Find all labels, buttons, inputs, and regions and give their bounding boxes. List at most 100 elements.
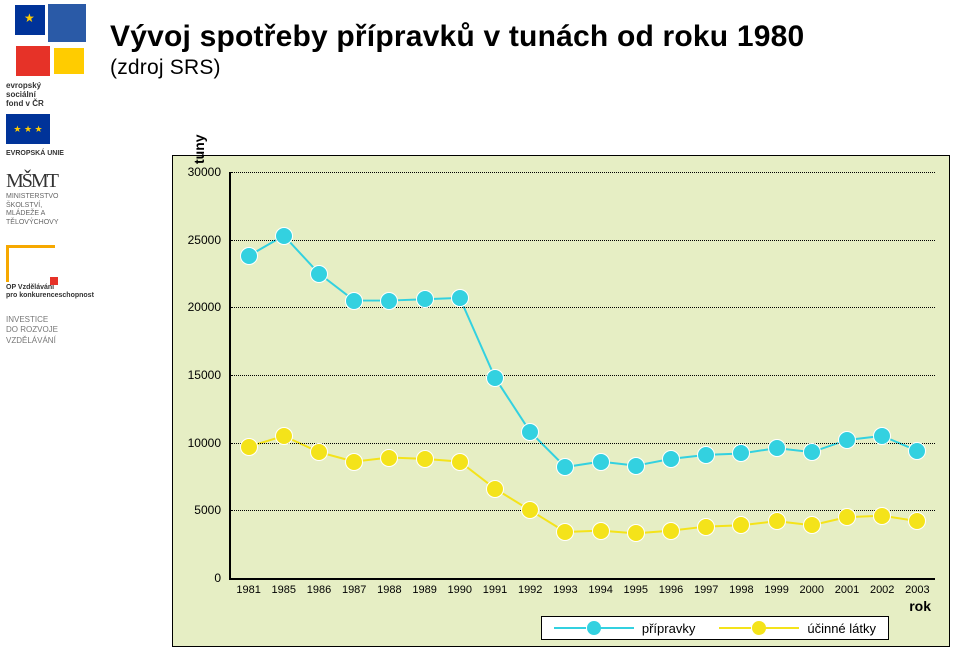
gridline xyxy=(231,510,935,511)
op-logo xyxy=(6,245,55,282)
data-marker xyxy=(240,247,258,265)
x-tick-label: 1997 xyxy=(694,578,718,596)
y-tick-label: 15000 xyxy=(188,368,231,382)
gridline xyxy=(231,172,935,173)
data-marker xyxy=(592,522,610,540)
data-marker xyxy=(732,516,750,534)
data-marker xyxy=(873,507,891,525)
title-text: Vývoj spotřeby přípravků v tunách od rok… xyxy=(110,20,804,53)
msmt-line2: MLÁDEŽE A TĚLOVÝCHOVY xyxy=(6,210,59,225)
y-tick-label: 5000 xyxy=(194,503,231,517)
content-area: Vývoj spotřeby přípravků v tunách od rok… xyxy=(100,0,960,662)
x-tick-label: 1988 xyxy=(377,578,401,596)
x-tick-label: 1987 xyxy=(342,578,366,596)
data-marker xyxy=(345,292,363,310)
sidebar-logos: evropský sociální fond v ČR ★ ★ ★ EVROPS… xyxy=(0,0,100,662)
data-marker xyxy=(451,453,469,471)
x-tick-label: 2000 xyxy=(800,578,824,596)
x-tick-label: 1994 xyxy=(588,578,612,596)
data-marker xyxy=(275,227,293,245)
x-tick-label: 1993 xyxy=(553,578,577,596)
gridline xyxy=(231,443,935,444)
gridline xyxy=(231,240,935,241)
x-tick-label: 1991 xyxy=(483,578,507,596)
esf-caption: evropský sociální fond v ČR xyxy=(0,82,100,108)
y-tick-label: 0 xyxy=(214,571,231,585)
data-marker xyxy=(908,512,926,530)
data-marker xyxy=(627,457,645,475)
legend-label: účinné látky xyxy=(807,621,876,636)
legend-item: přípravky xyxy=(554,620,695,636)
msmt-line1: MINISTERSTVO ŠKOLSTVÍ, xyxy=(6,193,59,208)
eu-flag-icon: ★ ★ ★ xyxy=(6,114,50,144)
msmt-block: MŠMT MINISTERSTVO ŠKOLSTVÍ, MLÁDEŽE A TĚ… xyxy=(6,169,94,227)
esf-logo xyxy=(14,4,86,76)
x-tick-label: 1990 xyxy=(448,578,472,596)
x-tick-label: 1999 xyxy=(764,578,788,596)
data-marker xyxy=(416,450,434,468)
data-marker xyxy=(697,518,715,536)
data-marker xyxy=(662,450,680,468)
x-tick-label: 1986 xyxy=(307,578,331,596)
data-marker xyxy=(873,427,891,445)
data-marker xyxy=(556,458,574,476)
page-title: Vývoj spotřeby přípravků v tunách od rok… xyxy=(110,20,960,80)
data-marker xyxy=(697,446,715,464)
data-marker xyxy=(732,444,750,462)
data-marker xyxy=(521,423,539,441)
data-marker xyxy=(556,523,574,541)
gridline xyxy=(231,375,935,376)
x-tick-label: 1981 xyxy=(236,578,260,596)
x-tick-label: 1995 xyxy=(624,578,648,596)
x-tick-label: 2003 xyxy=(905,578,929,596)
data-marker xyxy=(627,524,645,542)
data-marker xyxy=(521,501,539,519)
invest-line3: VZDĚLÁVÁNÍ xyxy=(6,336,56,345)
data-marker xyxy=(451,289,469,307)
data-marker xyxy=(838,508,856,526)
y-tick-label: 10000 xyxy=(188,436,231,450)
x-tick-label: 1996 xyxy=(659,578,683,596)
esf-line1: evropský xyxy=(6,81,41,90)
data-marker xyxy=(345,453,363,471)
x-tick-label: 2002 xyxy=(870,578,894,596)
invest-line2: DO ROZVOJE xyxy=(6,325,58,334)
op-line1: OP Vzdělávání xyxy=(6,284,54,291)
esf-line2: sociální xyxy=(6,90,36,99)
data-marker xyxy=(380,449,398,467)
data-marker xyxy=(310,443,328,461)
data-marker xyxy=(768,512,786,530)
data-marker xyxy=(380,292,398,310)
x-tick-label: 1989 xyxy=(412,578,436,596)
data-marker xyxy=(662,522,680,540)
data-marker xyxy=(838,431,856,449)
data-marker xyxy=(768,439,786,457)
data-marker xyxy=(486,480,504,498)
subtitle-text: (zdroj SRS) xyxy=(110,56,960,80)
y-tick-label: 20000 xyxy=(188,300,231,314)
data-marker xyxy=(240,438,258,456)
x-axis-label: rok xyxy=(909,598,931,614)
op-caption: OP Vzdělávání pro konkurenceschopnost xyxy=(0,284,100,301)
invest-line1: INVESTICE xyxy=(6,315,48,324)
op-line2: pro konkurenceschopnost xyxy=(6,292,94,299)
eu-caption: EVROPSKÁ UNIE xyxy=(0,150,100,157)
data-marker xyxy=(486,369,504,387)
y-axis-label: tuny xyxy=(191,134,207,164)
data-marker xyxy=(803,516,821,534)
gridline xyxy=(231,307,935,308)
chart-legend: přípravky účinné látky xyxy=(541,616,889,640)
data-marker xyxy=(416,290,434,308)
y-tick-label: 30000 xyxy=(188,165,231,179)
data-marker xyxy=(275,427,293,445)
x-tick-label: 1992 xyxy=(518,578,542,596)
legend-item: účinné látky xyxy=(719,620,876,636)
invest-caption: INVESTICE DO ROZVOJE VZDĚLÁVÁNÍ xyxy=(0,315,100,346)
data-marker xyxy=(310,265,328,283)
data-marker xyxy=(803,443,821,461)
chart-frame: tuny 05000100001500020000250003000019811… xyxy=(172,155,950,647)
x-tick-label: 1998 xyxy=(729,578,753,596)
legend-label: přípravky xyxy=(642,621,695,636)
msmt-logo: MŠMT xyxy=(6,169,94,193)
x-tick-label: 2001 xyxy=(835,578,859,596)
